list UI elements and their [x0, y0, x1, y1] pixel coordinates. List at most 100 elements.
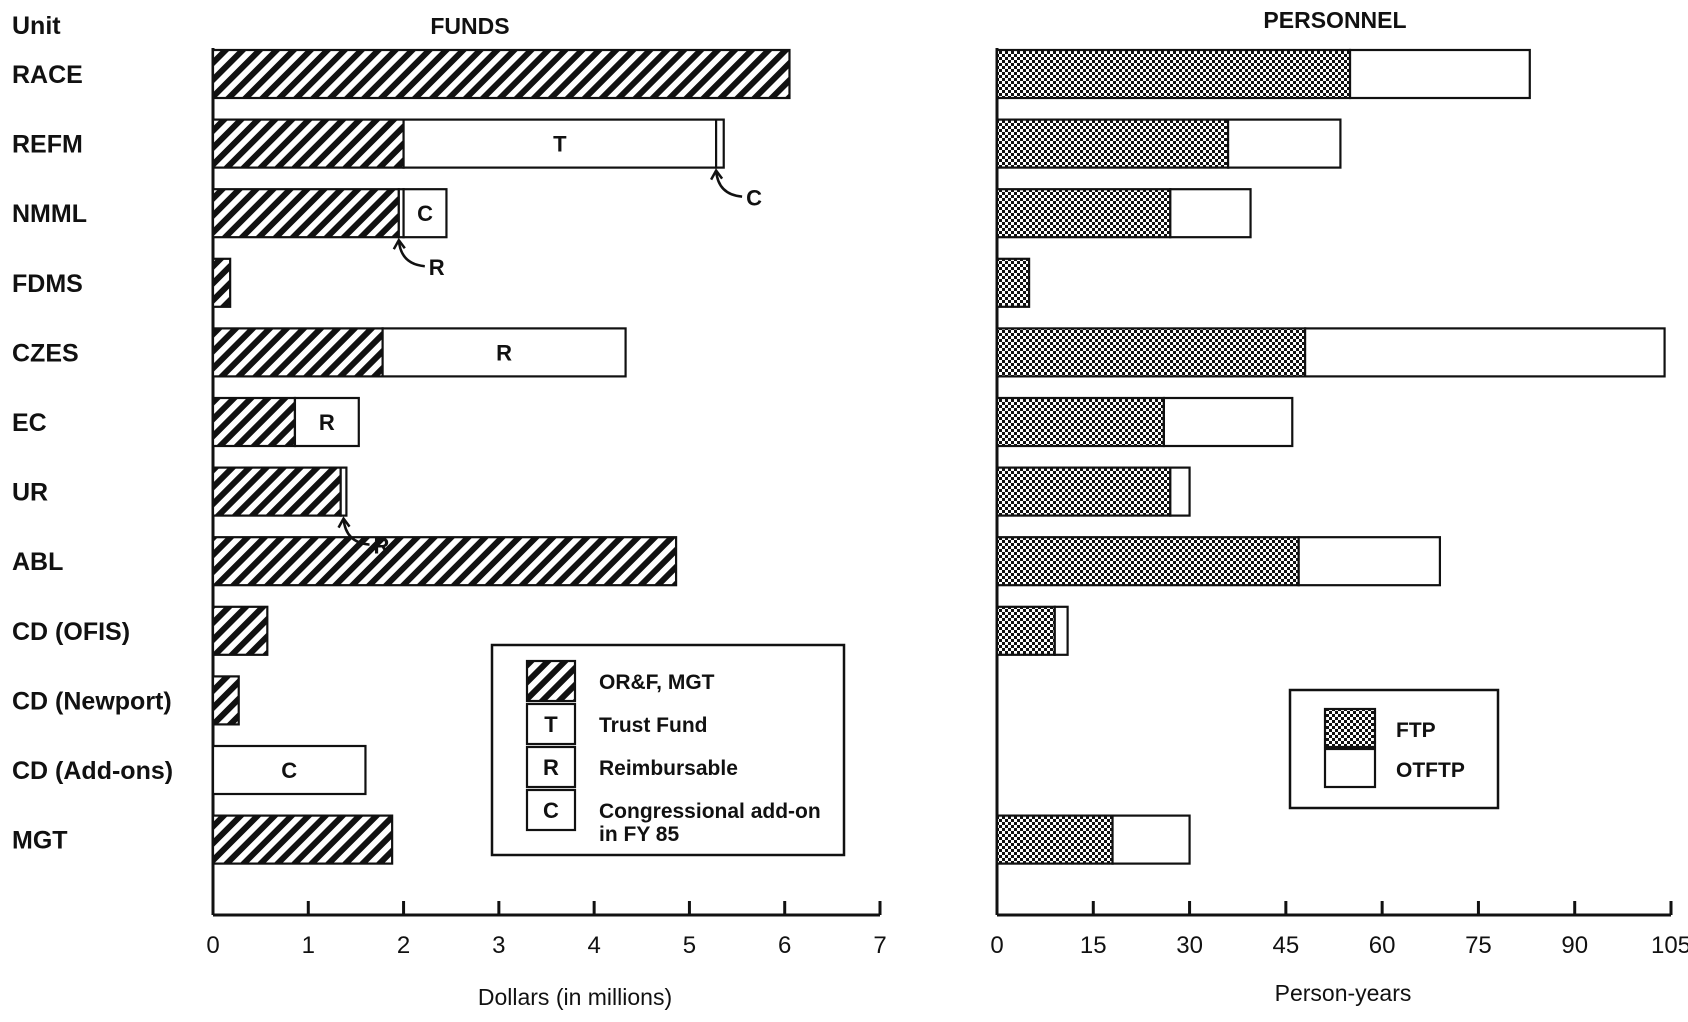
- personnel-bar-ur-otftp: [1169, 466, 1191, 517]
- funds-tick-label-1: 1: [302, 932, 315, 959]
- unit-label-czes: CZES: [12, 339, 79, 367]
- funds-tick-label-5: 5: [683, 932, 696, 959]
- funds-bar-fdms-o: [211, 257, 232, 308]
- funds-legend-swatch-or-f-mgt: [525, 659, 577, 703]
- unit-label-cd-add-ons: CD (Add-ons): [12, 757, 173, 785]
- unit-label-refm: REFM: [12, 131, 83, 159]
- personnel-bar-mgt-ftp: [995, 814, 1114, 865]
- funds-callout-line-nmml: [397, 240, 425, 268]
- funds-chart-title: FUNDS: [430, 13, 509, 39]
- personnel-bar-mgt-otftp: [1111, 814, 1191, 865]
- funds-bar-nmml-c: [402, 188, 448, 239]
- funds-legend-label-trust-fund: Trust Fund: [599, 714, 708, 737]
- unit-label-race: RACE: [12, 61, 83, 89]
- funds-callout-label-ur: R: [374, 534, 390, 559]
- unit-label-cd-ofis: CD (OFIS): [12, 618, 130, 646]
- funds-legend-label-or-f-mgt: OR&F, MGT: [599, 671, 715, 694]
- personnel-bar-fdms-ftp: [995, 257, 1031, 308]
- personnel-tick-label-105: 105: [1651, 932, 1688, 959]
- funds-segment-label-ec: R: [319, 410, 335, 435]
- personnel-tick-label-45: 45: [1273, 932, 1300, 959]
- personnel-tick-label-90: 90: [1561, 932, 1588, 959]
- personnel-bar-nmml-ftp: [995, 188, 1172, 239]
- funds-callout-label-nmml: R: [429, 255, 445, 280]
- unit-label-nmml: NMML: [12, 200, 87, 228]
- personnel-plot: 0 15 30 45 60 75 90 105 FTP OTFTP: [990, 48, 1688, 959]
- personnel-bar-race-otftp: [1348, 48, 1531, 100]
- personnel-legend-swatch-ftp: [1323, 707, 1377, 749]
- funds-bar-ec-r: [293, 396, 360, 448]
- funds-callout-label-refm: C: [746, 186, 762, 211]
- funds-callout-arrow-refm: [710, 168, 724, 181]
- funds-tick-label-7: 7: [873, 932, 886, 959]
- funds-segment-label-czes: R: [496, 340, 512, 365]
- funds-legend: OR&F, MGT T Trust Fund R Reimbursable C Congre…: [490, 643, 846, 857]
- funds-tick-label-0: 0: [206, 932, 219, 959]
- personnel-bar-ec-ftp: [995, 396, 1165, 448]
- funds-segment-label-cd-add-ons: C: [281, 758, 297, 783]
- personnel-bar-ur-ftp: [995, 466, 1172, 517]
- funds-bar-cd-newport-o: [211, 675, 240, 726]
- funds-bar-refm-o: [211, 118, 405, 169]
- personnel-bar-abl-otftp: [1297, 536, 1442, 587]
- funds-x-axis-title: Dollars (in millions): [478, 984, 672, 1010]
- personnel-tick-label-75: 75: [1465, 932, 1492, 959]
- funds-bar-czes-r: [381, 327, 627, 378]
- funds-segment-label-nmml: C: [417, 201, 433, 226]
- funds-bar-czes-o: [211, 327, 384, 378]
- personnel-tick-label-15: 15: [1080, 932, 1107, 959]
- personnel-tick-label-30: 30: [1176, 932, 1203, 959]
- funds-bar-ur-r: [339, 466, 348, 517]
- personnel-bar-cd-ofis-ftp: [995, 605, 1056, 656]
- personnel-bar-refm-otftp: [1226, 118, 1342, 169]
- funds-callout-arrow-nmml: [392, 237, 406, 250]
- personnel-tick-label-60: 60: [1369, 932, 1396, 959]
- funds-legend-swatch-reimbursable: [525, 745, 577, 789]
- personnel-bar-race-ftp: [995, 48, 1352, 100]
- personnel-tick-label-0: 0: [990, 932, 1003, 959]
- unit-label-fdms: FDMS: [12, 270, 83, 298]
- funds-bar-race-o: [211, 48, 791, 100]
- funds-legend-key-reimbursable: R: [543, 755, 559, 780]
- unit-labels: RACE REFM NMML FDMS CZES EC UR ABL CD (OFIS) CD (…: [12, 61, 173, 855]
- funds-callout-line-refm: [714, 170, 743, 198]
- personnel-x-axis-title: Person-years: [1275, 980, 1412, 1006]
- funds-bar-nmml-o: [211, 188, 400, 239]
- personnel-chart-title: PERSONNEL: [1263, 7, 1406, 33]
- funds-legend-label-congressional-add-on-in-fy-85: Congressional add-on in FY 85: [599, 800, 821, 846]
- unit-label-ec: EC: [12, 409, 47, 437]
- personnel-bar-cd-ofis-otftp: [1053, 605, 1069, 656]
- personnel-legend-swatch-otftp: [1323, 747, 1377, 789]
- personnel-legend-box: [1288, 688, 1500, 810]
- funds-legend-label-reimbursable: Reimbursable: [599, 757, 738, 780]
- funds-tick-label-4: 4: [587, 932, 600, 959]
- personnel-bar-ec-otftp: [1162, 396, 1294, 448]
- personnel-bar-czes-ftp: [995, 327, 1307, 378]
- funds-tick-label-3: 3: [492, 932, 505, 959]
- funds-legend-swatch-trust-fund: [525, 702, 577, 746]
- personnel-legend-label-otftp: OTFTP: [1396, 759, 1465, 782]
- unit-label-mgt: MGT: [12, 827, 68, 855]
- funds-bar-refm-c: [715, 118, 725, 169]
- unit-column-header: Unit: [12, 12, 61, 40]
- personnel-bar-czes-otftp: [1304, 327, 1666, 378]
- unit-label-abl: ABL: [12, 548, 63, 576]
- funds-legend-swatch-congressional-add-on-in-fy-85: [525, 788, 577, 832]
- funds-tick-label-2: 2: [397, 932, 410, 959]
- funds-legend-key-congressional-add-on-in-fy-85: C: [543, 798, 559, 823]
- personnel-legend-label-ftp: FTP: [1396, 719, 1436, 742]
- unit-label-ur: UR: [12, 479, 48, 507]
- funds-callout-line-ur: [342, 518, 370, 546]
- personnel-bar-abl-ftp: [995, 536, 1300, 587]
- personnel-bar-refm-ftp: [995, 118, 1230, 169]
- unit-label-cd-newport: CD (Newport): [12, 687, 172, 715]
- funds-bar-abl-o: [211, 536, 678, 587]
- funds-bar-cd-ofis-o: [211, 605, 269, 656]
- personnel-legend: FTP OTFTP: [1288, 688, 1500, 810]
- funds-bar-ur-o: [211, 466, 342, 517]
- funds-tick-label-6: 6: [778, 932, 791, 959]
- funds-bar-cd-add-ons-c: [211, 744, 367, 796]
- funds-bar-ec-o: [211, 396, 297, 448]
